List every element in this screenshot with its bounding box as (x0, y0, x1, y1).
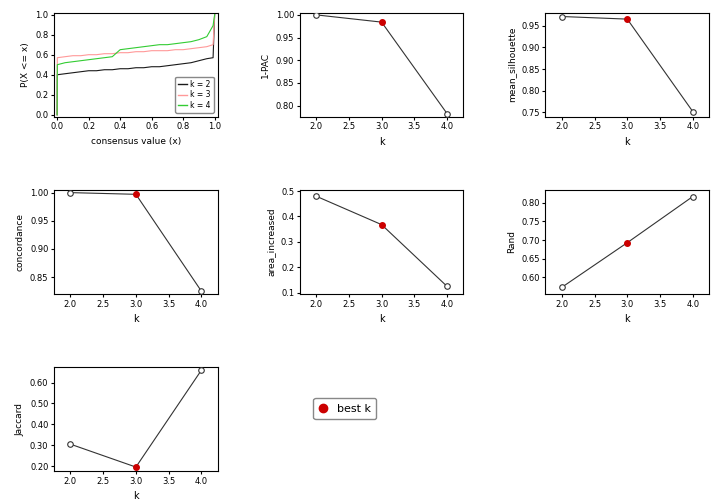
X-axis label: k: k (133, 491, 139, 501)
Y-axis label: Rand: Rand (507, 230, 516, 254)
Legend: k = 2, k = 3, k = 4: k = 2, k = 3, k = 4 (175, 77, 214, 113)
X-axis label: k: k (379, 314, 384, 324)
X-axis label: consensus value (x): consensus value (x) (91, 137, 181, 146)
Y-axis label: P(X <= x): P(X <= x) (21, 42, 30, 87)
Y-axis label: mean_silhouette: mean_silhouette (507, 27, 516, 102)
X-axis label: k: k (624, 314, 630, 324)
Y-axis label: concordance: concordance (15, 213, 24, 271)
Y-axis label: Jaccard: Jaccard (15, 403, 24, 435)
X-axis label: k: k (624, 137, 630, 147)
Y-axis label: 1-PAC: 1-PAC (261, 52, 270, 78)
X-axis label: k: k (133, 314, 139, 324)
X-axis label: k: k (379, 137, 384, 147)
Legend: best k: best k (313, 398, 377, 419)
Y-axis label: area_increased: area_increased (266, 208, 275, 276)
